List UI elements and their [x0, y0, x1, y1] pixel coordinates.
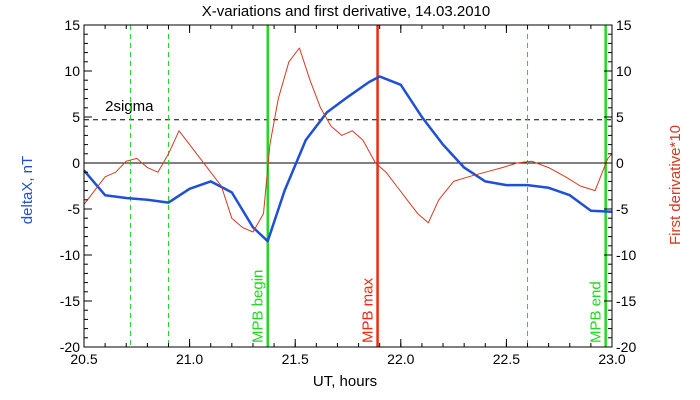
series-line-derivative [83, 47, 613, 233]
y-tick-label-left: 10 [64, 63, 80, 79]
y-axis-title-left: deltaX, nT [19, 156, 36, 224]
x-tick-label: 21.0 [176, 351, 203, 367]
y-tick-label-right: 5 [616, 109, 624, 125]
x-tick-label: 22.0 [387, 351, 414, 367]
y-tick-label-left: 0 [72, 155, 80, 171]
y-tick-label-left: -15 [60, 293, 80, 309]
y-tick-label-right: -10 [616, 247, 636, 263]
y-axis-title-right: First derivative*10 [667, 125, 684, 245]
y-tick-label-right: -20 [616, 339, 636, 355]
y-tick-label-left: 15 [64, 17, 80, 33]
y-tick-label-right: 15 [616, 17, 632, 33]
series-line-deltax [83, 75, 613, 243]
y-tick-label-left: -20 [60, 339, 80, 355]
y-tick-label-left: -10 [60, 247, 80, 263]
two-sigma-label: 2sigma [105, 98, 154, 115]
x-tick-label: 22.5 [493, 351, 520, 367]
plot-frame [83, 24, 613, 348]
x-axis-title: UT, hours [313, 373, 377, 390]
y-tick-label-right: -15 [616, 293, 636, 309]
y-tick-label-left: 5 [72, 109, 80, 125]
chart-title: X-variations and first derivative, 14.03… [202, 3, 491, 20]
marker-label-boundary-5: MPB end [588, 281, 605, 343]
y-tick-label-right: 10 [616, 63, 632, 79]
y-tick-label-right: -5 [616, 201, 629, 217]
y-tick-label-left: -5 [68, 201, 81, 217]
plot-area: 2sigma MPB begin MPB max MPB end [83, 25, 613, 347]
marker-label-boundary-2: MPB begin [250, 270, 267, 343]
x-tick-label: 21.5 [282, 351, 309, 367]
x-tick-label: 20.5 [70, 351, 97, 367]
y-tick-label-right: 0 [616, 155, 624, 171]
axes: 20.5 21.0 21.5 22.0 22.5 23.0-20 -20-15 -15-10-… [60, 17, 637, 367]
x-tick-label: 23.0 [598, 351, 625, 367]
marker-label-max-3: MPB max [360, 277, 377, 343]
